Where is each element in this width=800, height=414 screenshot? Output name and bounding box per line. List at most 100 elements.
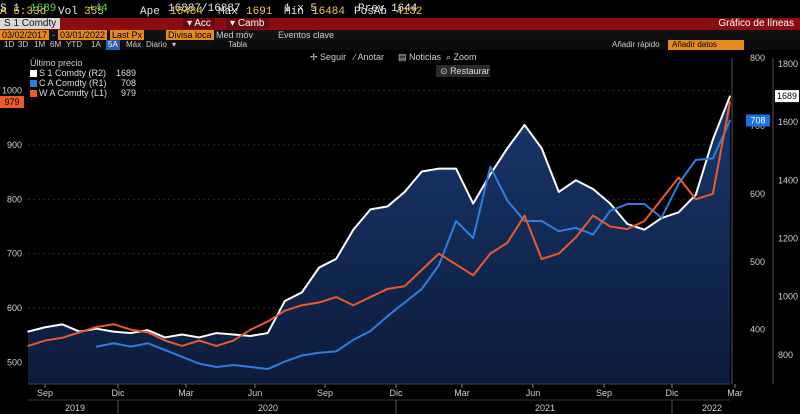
vol-label: Vol — [58, 6, 78, 18]
currency-select[interactable]: Divisa loca — [166, 30, 214, 40]
data-point — [592, 188, 594, 190]
frequency-select[interactable]: Diario — [146, 40, 167, 49]
camb-menu-button[interactable]: ▾ Camb — [226, 18, 269, 29]
key-events-toggle[interactable]: Eventos clave — [278, 30, 335, 40]
data-point — [284, 360, 286, 363]
legend-swatch — [30, 80, 37, 87]
period-1a[interactable]: 1A — [91, 40, 101, 49]
data-point — [506, 199, 509, 202]
left-axis-tick: 800 — [7, 194, 22, 204]
zoom-button[interactable]: ⌕ Zoom — [446, 52, 477, 62]
legend-value: 708 — [120, 78, 136, 88]
annotate-button[interactable]: ∕ Anotar — [354, 52, 385, 62]
high-label: Máx — [218, 6, 238, 18]
posab-value: 4132 — [396, 6, 423, 18]
period-1m[interactable]: 1M — [34, 40, 46, 49]
series-line-1 — [96, 120, 731, 371]
data-point — [472, 274, 474, 277]
data-point — [506, 241, 509, 244]
follow-button[interactable]: ✢ Seguir — [310, 52, 347, 62]
data-point — [626, 228, 629, 230]
data-point — [129, 345, 132, 348]
data-point — [181, 333, 183, 336]
data-point — [129, 328, 132, 331]
x-axis-tick: Dic — [666, 388, 679, 398]
ticker-input[interactable]: S 1 Comdty — [0, 18, 61, 29]
data-point — [557, 252, 560, 255]
restore-button[interactable]: ⊙ Restaurar — [436, 65, 490, 77]
right-axis-2-badge-label: 1689 — [777, 91, 797, 101]
period-6m[interactable]: 6M — [50, 40, 62, 49]
restore-label: Restaurar — [450, 66, 490, 76]
legend-name: C A Comdty (R1) — [39, 78, 107, 88]
data-point — [95, 326, 98, 328]
data-point — [198, 362, 201, 365]
legend-item[interactable]: S 1 Comdty (R2) 1689 — [30, 68, 138, 78]
table-button[interactable]: Tabla — [228, 40, 248, 49]
data-point — [249, 328, 252, 331]
legend-value: 1689 — [115, 68, 136, 78]
period-5a[interactable]: 5A — [106, 40, 120, 50]
data-point — [318, 301, 320, 304]
data-point — [78, 331, 81, 334]
data-point — [335, 258, 337, 260]
news-button[interactable]: ▤ Noticias — [398, 52, 442, 62]
data-point — [198, 336, 201, 339]
year-label: 2022 — [702, 403, 722, 413]
data-point — [112, 342, 115, 345]
data-point — [472, 202, 474, 205]
data-point — [609, 210, 611, 212]
data-point — [455, 167, 457, 170]
date-range-row: 03/02/2017 - 03/01/2022 Last Px Divisa l… — [0, 30, 800, 40]
period-max[interactable]: Máx — [126, 40, 142, 49]
x-axis-tick: Dic — [112, 388, 125, 398]
period-1d[interactable]: 1D — [4, 40, 15, 49]
data-point — [712, 193, 714, 195]
period-3d[interactable]: 3D — [18, 40, 29, 49]
data-point — [147, 342, 149, 345]
data-point — [523, 220, 526, 222]
right-axis-2-tick: 1000 — [778, 292, 798, 302]
last-px-select[interactable]: Last Px — [110, 30, 145, 40]
data-point — [540, 147, 543, 150]
x-axis-tick: Jun — [526, 388, 541, 398]
data-point — [677, 182, 680, 185]
line-chart[interactable]: 5006007008009001000979400500600700800708… — [0, 50, 800, 414]
data-point — [712, 138, 714, 141]
right-axis-1-tick: 600 — [750, 189, 765, 199]
x-axis-tick: Dic — [390, 388, 403, 398]
data-point — [592, 214, 594, 217]
data-point — [44, 339, 46, 342]
data-point — [643, 203, 646, 205]
quick-add-input[interactable]: Añadir datos — [668, 40, 744, 50]
acc-menu-button[interactable]: ▾ Acc — [183, 18, 215, 29]
series-area-fill — [28, 96, 730, 384]
data-point — [472, 237, 474, 239]
legend-item[interactable]: C A Comdty (R1) 708 — [30, 78, 138, 88]
data-point — [438, 252, 440, 255]
data-point — [626, 203, 629, 205]
data-point — [352, 228, 355, 231]
data-point — [198, 339, 201, 342]
legend-item[interactable]: W A Comdty (L1) 979 — [30, 88, 138, 98]
acc-label: Acc — [194, 18, 211, 29]
end-date-input[interactable]: 03/01/2022 — [58, 30, 108, 40]
data-point — [523, 124, 526, 126]
period-ytd[interactable]: YTD — [66, 40, 82, 49]
data-point — [643, 228, 646, 231]
header-fragment-ticker: S 1 — [0, 3, 20, 15]
start-date-input[interactable]: 03/02/2017 — [0, 30, 50, 40]
data-point — [318, 266, 320, 269]
series-line-0 — [27, 95, 731, 339]
moving-average-toggle[interactable]: Med móv — [216, 30, 254, 40]
data-point — [301, 304, 303, 307]
data-point — [557, 191, 560, 193]
data-point — [643, 220, 646, 222]
data-point — [232, 333, 235, 336]
posab-label: PosAb — [354, 6, 388, 18]
function-toolbar: S 1 Comdty ▾ Acc ▾ Camb Gráfico de línea… — [0, 18, 800, 30]
legend-title: Último precio — [30, 58, 83, 68]
x-axis-tick: Mar — [454, 388, 470, 398]
data-point — [660, 198, 663, 201]
data-point — [626, 223, 629, 225]
